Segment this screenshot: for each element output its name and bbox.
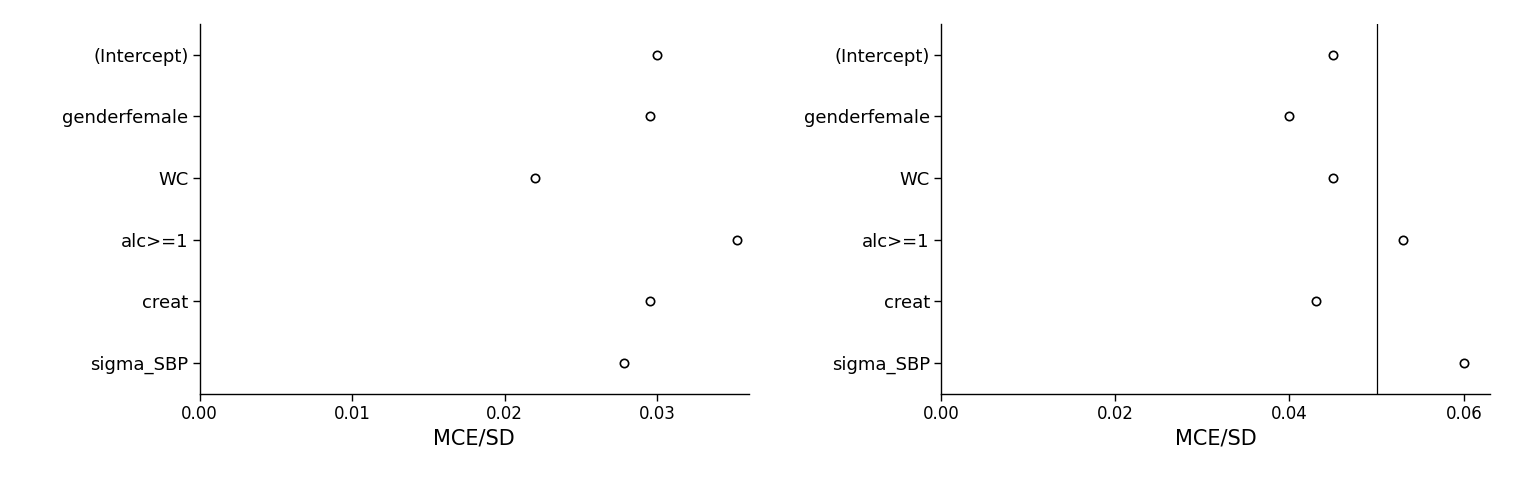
X-axis label: MCE/SD: MCE/SD bbox=[433, 428, 515, 448]
X-axis label: MCE/SD: MCE/SD bbox=[1175, 428, 1256, 448]
